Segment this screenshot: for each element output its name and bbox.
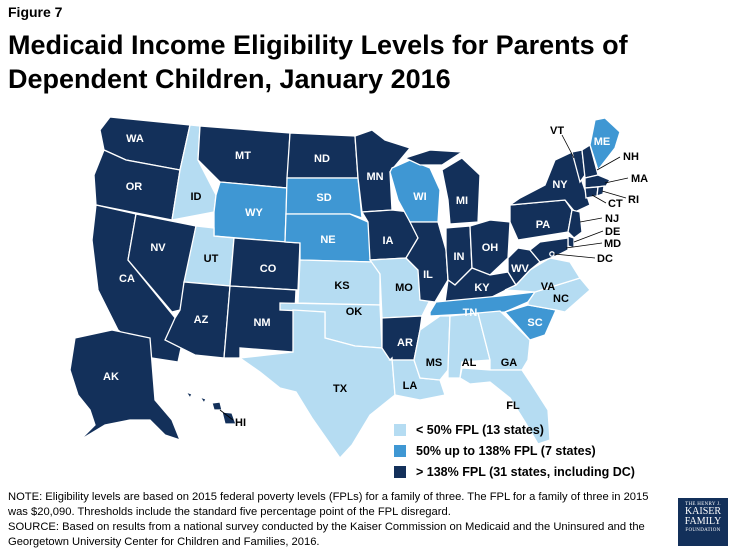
state-label-SC: SC [527, 317, 542, 329]
state-label-IA: IA [383, 235, 394, 247]
state-label-ND: ND [314, 153, 330, 165]
us-map: WA OR CA NV ID MT WY UT AZ CO NM ND SD NE KS OK TX MN IA MO… [69, 116, 648, 460]
state-label-DC: DC [597, 253, 613, 265]
state-label-AR: AR [397, 337, 413, 349]
legend-label: < 50% FPL (13 states) [416, 422, 544, 437]
callout-leaders [219, 134, 629, 421]
state-label-NJ: NJ [605, 213, 619, 225]
kff-logo: THE HENRY J. KAISER FAMILY FOUNDATION [678, 498, 728, 546]
state-KS [297, 259, 381, 306]
state-SC [503, 304, 557, 341]
footnote: NOTE: Eligibility levels are based on 20… [8, 490, 668, 550]
state-CT [584, 186, 599, 199]
legend-item-50-to-138: 50% up to 138% FPL (7 states) [393, 440, 635, 461]
legend: < 50% FPL (13 states) 50% up to 138% FPL… [393, 419, 635, 482]
state-label-NV: NV [150, 242, 166, 254]
state-label-TN: TN [463, 307, 478, 319]
state-label-FL: FL [506, 400, 520, 412]
state-label-NM: NM [253, 317, 270, 329]
legend-swatch [393, 443, 407, 458]
state-label-MS: MS [426, 357, 443, 369]
state-label-DE: DE [605, 226, 620, 238]
state-IL [405, 221, 449, 303]
state-label-AL: AL [462, 357, 477, 369]
state-NJ [567, 209, 583, 239]
legend-swatch [393, 464, 407, 479]
state-label-OR: OR [126, 181, 143, 193]
note-text: NOTE: Eligibility levels are based on 20… [8, 491, 649, 518]
state-MS [413, 315, 451, 381]
state-label-SD: SD [316, 192, 331, 204]
state-label-CT: CT [608, 198, 623, 210]
state-DE [567, 235, 575, 249]
state-ME [589, 117, 621, 172]
state-label-OK: OK [346, 306, 363, 318]
state-label-TX: TX [333, 383, 348, 395]
state-label-KS: KS [334, 280, 349, 292]
state-label-KY: KY [474, 282, 490, 294]
state-MI [441, 157, 481, 225]
state-label-GA: GA [501, 357, 518, 369]
state-NV [127, 213, 197, 313]
state-MA [584, 174, 611, 189]
state-label-VA: VA [541, 281, 556, 293]
state-label-WI: WI [413, 191, 426, 203]
state-label-WA: WA [126, 133, 144, 145]
state-AK [69, 329, 182, 442]
state-label-AZ: AZ [194, 314, 209, 326]
state-label-MI: MI [456, 195, 468, 207]
state-label-ID: ID [191, 191, 202, 203]
page-title: Medicaid Income Eligibility Levels for P… [8, 30, 628, 94]
state-label-WY: WY [245, 207, 263, 219]
legend-label: > 138% FPL (31 states, including DC) [416, 464, 635, 479]
state-label-MN: MN [366, 171, 383, 183]
state-label-RI: RI [628, 194, 639, 206]
legend-swatch [393, 422, 407, 437]
state-MI-UP [403, 149, 465, 166]
state-MD [529, 237, 569, 263]
logo-line: THE HENRY J. [685, 502, 721, 507]
state-label-IN: IN [454, 251, 465, 263]
state-label-MO: MO [395, 282, 413, 294]
state-label-LA: LA [403, 380, 418, 392]
state-label-OH: OH [482, 242, 499, 254]
state-GA [477, 310, 531, 371]
state-label-MD: MD [604, 238, 621, 250]
legend-label: 50% up to 138% FPL (7 states) [416, 443, 596, 458]
state-label-NY: NY [552, 179, 568, 191]
state-label-AK: AK [103, 371, 119, 383]
logo-line: FAMILY [684, 516, 722, 527]
state-FL [459, 367, 551, 445]
figure-label: Figure 7 [8, 4, 63, 20]
state-label-UT: UT [204, 253, 219, 265]
state-label-ME: ME [594, 136, 611, 148]
source-text: SOURCE: Based on results from a national… [8, 521, 645, 548]
state-TX [238, 309, 396, 460]
state-label-MT: MT [235, 150, 251, 162]
state-HI [184, 390, 237, 425]
logo-line: KAISER [684, 506, 722, 517]
state-labels: WA OR CA NV ID MT WY UT AZ CO NM ND SD NE KS OK TX MN IA MO… [103, 125, 648, 429]
state-WV [507, 247, 541, 287]
state-label-NC: NC [553, 293, 569, 305]
state-DC [549, 251, 555, 257]
state-label-VT: VT [550, 125, 564, 137]
logo-line: FOUNDATION [685, 528, 721, 533]
legend-item-below-50: < 50% FPL (13 states) [393, 419, 635, 440]
state-label-HI: HI [235, 417, 246, 429]
legend-item-at-least-138: > 138% FPL (31 states, including DC) [393, 461, 635, 482]
state-label-CA: CA [119, 273, 135, 285]
state-label-NE: NE [320, 234, 335, 246]
state-label-IL: IL [423, 269, 433, 281]
state-label-WV: WV [511, 263, 529, 275]
state-label-PA: PA [536, 219, 551, 231]
state-RI [596, 185, 605, 197]
state-label-MA: MA [631, 173, 648, 185]
state-NM [223, 285, 297, 359]
state-label-CO: CO [260, 263, 277, 275]
state-label-NH: NH [623, 151, 639, 163]
